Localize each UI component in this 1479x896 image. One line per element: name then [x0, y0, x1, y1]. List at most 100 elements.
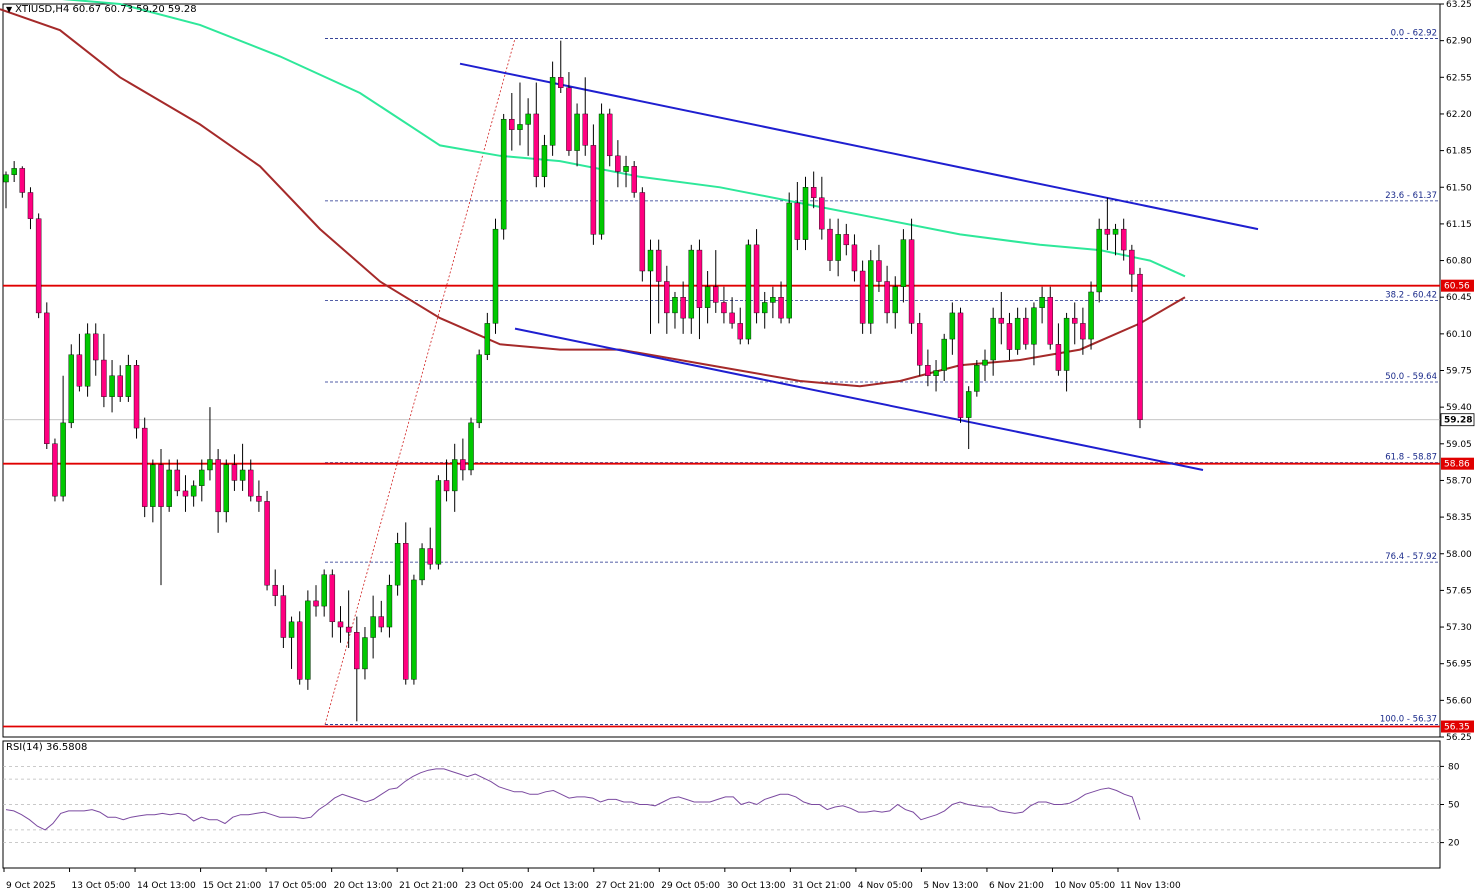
price-tick-label: 62.20 — [1446, 110, 1472, 120]
candle — [256, 480, 262, 512]
candle-body-bull — [223, 464, 230, 513]
rsi-tick-label: 80 — [1448, 762, 1460, 772]
candle — [354, 616, 360, 722]
candle — [296, 611, 303, 685]
price-tick-label: 61.85 — [1446, 147, 1472, 157]
candle — [753, 229, 760, 324]
candle-body-bear — [248, 469, 254, 497]
candle — [44, 302, 50, 450]
candle — [549, 61, 556, 156]
candle — [990, 307, 996, 376]
candle-body-bear — [884, 281, 890, 314]
candle-body-bull — [574, 113, 580, 151]
candle-body-bull — [900, 239, 907, 287]
candle — [239, 443, 246, 491]
candle-body-bear — [1137, 273, 1143, 420]
candle-body-bear — [345, 626, 352, 633]
candle-body-bear — [272, 584, 278, 596]
price-tick-label: 58.70 — [1446, 476, 1472, 486]
candle-body-bear — [696, 249, 703, 308]
candle — [93, 323, 99, 376]
rsi-plot-border — [2, 740, 1441, 869]
candle — [802, 176, 809, 251]
candle-body-bear — [1006, 323, 1013, 350]
candle-body-bull — [672, 297, 678, 314]
candle-body-bull — [1088, 291, 1094, 340]
candle — [1023, 307, 1029, 350]
rsi-panel: 80 50 20 — [3, 762, 1460, 849]
candle — [150, 459, 156, 523]
candle — [892, 276, 898, 329]
candle-body-bull — [982, 359, 988, 366]
candles-layer — [3, 40, 1143, 722]
candle — [166, 459, 172, 512]
candle-body-bull — [1112, 228, 1119, 235]
collapse-triangle-icon[interactable]: ▼ — [6, 5, 13, 14]
candle-body-bear — [810, 187, 817, 198]
candle — [3, 171, 9, 209]
candle — [598, 103, 605, 240]
candle — [851, 234, 858, 282]
fib-trend-line — [324, 38, 516, 725]
candle-body-bull — [623, 166, 629, 172]
time-tick-label: 6 Nov 21:00 — [989, 881, 1044, 891]
candle — [386, 574, 393, 638]
candle-body-bull — [974, 365, 980, 392]
candle — [582, 77, 588, 156]
candle-body-bear — [329, 574, 336, 623]
candle — [345, 590, 352, 648]
candle — [199, 459, 205, 502]
price-tick-label: 61.50 — [1446, 183, 1472, 193]
candle — [721, 286, 727, 324]
fib-level-label: 50.0 - 59.64 — [1385, 372, 1437, 382]
candle-body-bear — [827, 228, 833, 261]
candle — [329, 569, 336, 638]
candle — [1096, 218, 1102, 303]
candle-body-bear — [533, 113, 540, 177]
candle — [558, 40, 564, 94]
candle — [761, 291, 768, 329]
candle-body-bear — [27, 192, 34, 219]
candle — [623, 155, 629, 188]
candle-body-bear — [1080, 323, 1086, 340]
candle-body-bull — [770, 297, 776, 303]
candle-body-bull — [1014, 317, 1021, 350]
candle-body-bear — [778, 297, 784, 319]
candle — [451, 443, 458, 512]
candle-body-bear — [1120, 228, 1127, 251]
candle — [125, 354, 132, 402]
candle — [174, 459, 181, 497]
candle-body-bear — [615, 155, 621, 172]
fib-level-label: 100.0 - 56.37 — [1380, 714, 1437, 724]
candle — [1039, 286, 1045, 324]
symbol-name: XTIUSD,H4 — [15, 4, 70, 15]
candle-body-bear — [819, 197, 825, 230]
candle — [533, 82, 540, 188]
candle-body-bear — [117, 375, 123, 397]
candle — [786, 192, 792, 324]
candle-body-bear — [182, 490, 189, 497]
candle — [900, 229, 907, 303]
price-tick-label: 60.10 — [1446, 330, 1472, 340]
candle-body-bull — [60, 422, 66, 497]
candle — [207, 407, 213, 481]
candle-body-bull — [484, 323, 491, 355]
candle-body-bear — [680, 297, 686, 319]
price-tick-label: 59.75 — [1446, 367, 1472, 377]
candle — [974, 360, 980, 397]
candle — [305, 590, 311, 690]
candle-body-bear — [631, 166, 637, 193]
candle-body-bull — [411, 579, 417, 680]
candle — [884, 265, 890, 324]
time-tick-label: 15 Oct 21:00 — [203, 881, 262, 891]
candle — [280, 585, 287, 648]
price-tick-label: 56.95 — [1446, 660, 1472, 670]
candle — [1006, 312, 1013, 361]
candle-body-bull — [704, 286, 711, 308]
candle-body-bear — [843, 234, 850, 246]
candle-body-bull — [541, 145, 548, 177]
candle — [1104, 197, 1111, 251]
candle-body-bear — [337, 621, 344, 628]
current-price-label: 59.28 — [1444, 416, 1472, 426]
